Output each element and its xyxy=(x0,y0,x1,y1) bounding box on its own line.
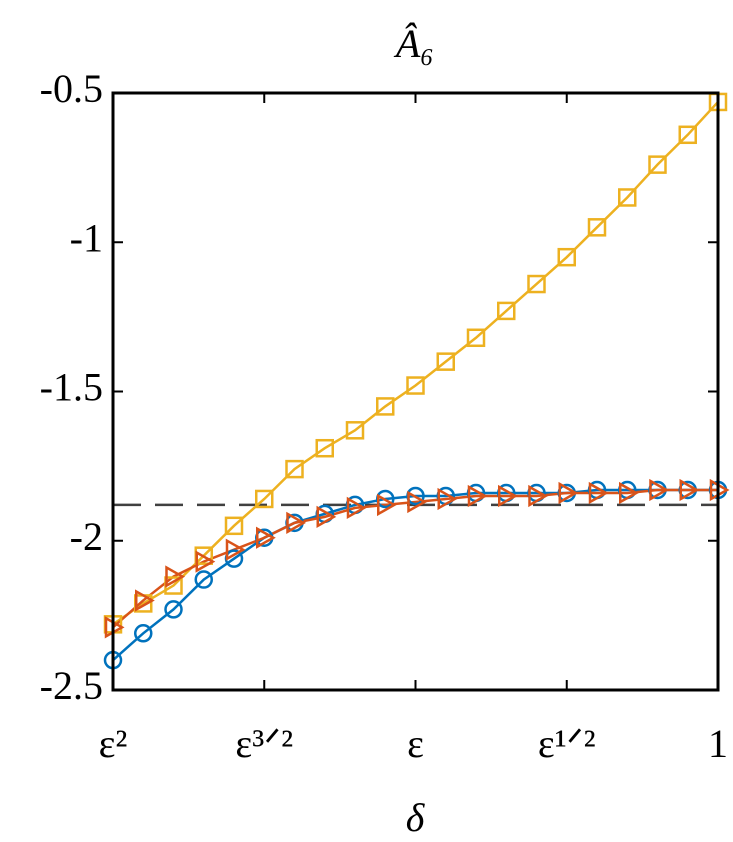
marker xyxy=(648,155,667,174)
marker xyxy=(195,550,216,573)
marker xyxy=(377,493,397,517)
x-tick-label: ε¹ᐟ² xyxy=(538,721,596,766)
marker xyxy=(316,505,337,529)
marker xyxy=(649,478,670,502)
marker xyxy=(376,397,395,416)
marker xyxy=(527,274,546,294)
y-tick-label: -2 xyxy=(70,514,103,559)
marker xyxy=(407,490,428,514)
marker xyxy=(466,328,486,348)
marker xyxy=(315,438,334,458)
plot-frame xyxy=(111,91,720,692)
marker xyxy=(498,484,518,508)
series-line xyxy=(112,488,718,629)
marker xyxy=(406,376,425,395)
series-line xyxy=(112,488,718,662)
y-tick-label: -2.5 xyxy=(40,663,103,708)
marker xyxy=(286,511,307,534)
marker xyxy=(255,489,274,509)
y-tick-label: -1.5 xyxy=(40,365,103,410)
series-line xyxy=(112,101,719,626)
marker xyxy=(285,459,304,479)
marker xyxy=(345,421,365,440)
marker xyxy=(497,301,516,321)
x-tick-label: 1 xyxy=(708,721,728,766)
marker xyxy=(619,481,639,505)
marker xyxy=(467,484,488,508)
marker xyxy=(587,218,607,237)
marker xyxy=(618,188,637,207)
x-tick-label: ε xyxy=(407,721,424,766)
marker xyxy=(558,481,579,505)
marker xyxy=(225,538,246,561)
x-axis-label: δ xyxy=(406,795,426,840)
marker xyxy=(437,487,458,511)
marker xyxy=(346,496,367,520)
x-tick-label: ε³ᐟ² xyxy=(235,721,293,766)
marker xyxy=(679,478,700,502)
marker xyxy=(678,125,697,145)
marker xyxy=(588,481,609,505)
y-tick-label: -1 xyxy=(70,215,103,260)
marker xyxy=(194,570,213,589)
x-tick-label: ε² xyxy=(99,721,128,766)
marker xyxy=(256,526,276,549)
marker xyxy=(557,247,576,267)
chart-title: Â₆ xyxy=(393,21,434,66)
marker xyxy=(436,352,455,371)
marker xyxy=(224,516,244,536)
y-tick-label: -0.5 xyxy=(40,66,103,111)
marker xyxy=(135,589,155,612)
marker xyxy=(165,565,186,588)
marker xyxy=(528,484,549,508)
marker xyxy=(134,624,153,643)
marker xyxy=(164,600,183,619)
